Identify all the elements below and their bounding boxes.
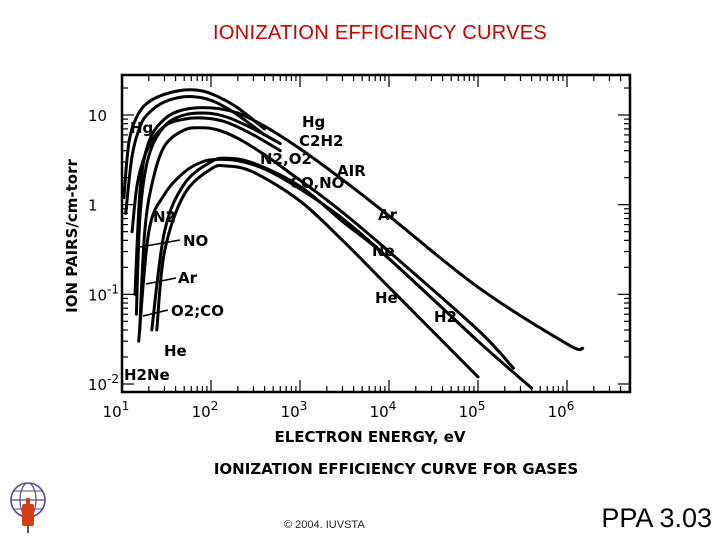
curve-co-no bbox=[130, 116, 282, 234]
x-tick-label: 106 bbox=[548, 399, 575, 421]
curve-h2 bbox=[137, 157, 480, 343]
y-axis-label: ION PAIRS/cm-torr bbox=[63, 159, 81, 313]
curve-he bbox=[155, 163, 480, 379]
annotation-n2: N2 bbox=[153, 208, 176, 226]
y-tick-label: 10-2 bbox=[88, 372, 119, 394]
plot-frame bbox=[120, 73, 632, 394]
slide-title: IONIZATION EFFICIENCY CURVES bbox=[213, 22, 547, 44]
copyright-text: © 2004. IUVSTA bbox=[284, 519, 365, 531]
x-tick-label: 103 bbox=[281, 399, 308, 421]
annotation-he: He bbox=[164, 342, 187, 360]
annotation-o2-co: O2;CO bbox=[171, 302, 224, 320]
curve-n2-o2 bbox=[134, 111, 282, 316]
x-axis-label: ELECTRON ENERGY, eV bbox=[274, 428, 465, 446]
x-tick-label: 105 bbox=[459, 399, 486, 421]
annotation-he: He bbox=[375, 289, 398, 307]
curve-c2h2 bbox=[124, 94, 267, 215]
annotation-ar: Ar bbox=[378, 206, 398, 224]
annotation-no: NO bbox=[183, 232, 208, 250]
y-tick-label: 1 bbox=[88, 197, 98, 215]
annotation-leader bbox=[142, 309, 169, 317]
x-tick-label: 101 bbox=[103, 399, 130, 421]
curve-hg bbox=[122, 88, 267, 200]
chart-title: IONIZATION EFFICIENCY CURVE FOR GASES bbox=[214, 460, 578, 478]
curves bbox=[122, 88, 585, 390]
annotation-ne: Ne bbox=[372, 242, 395, 260]
curve-air bbox=[133, 106, 585, 352]
y-tick-label: 10-1 bbox=[88, 282, 119, 304]
slide-code: PPA 3.03 bbox=[601, 503, 712, 533]
annotation-c2h2: C2H2 bbox=[299, 132, 343, 150]
annotation-co-no: CO,NO bbox=[290, 174, 344, 192]
annotation-leader bbox=[145, 277, 177, 285]
iuvsta-logo-icon bbox=[10, 482, 46, 533]
y-tick-label: 10 bbox=[88, 107, 107, 125]
annotation-leader bbox=[139, 239, 181, 248]
annotation-hg: Hg bbox=[130, 119, 153, 137]
curve-ar bbox=[138, 126, 515, 370]
annotation-h2: H2 bbox=[434, 308, 457, 326]
annotation-h2ne: H2Ne bbox=[124, 366, 170, 384]
x-tick-label: 104 bbox=[370, 399, 397, 421]
curve-ne bbox=[150, 156, 534, 390]
annotation-ar: Ar bbox=[178, 269, 198, 287]
annotation-n2-o2: N2,O2 bbox=[260, 150, 312, 168]
x-tick-label: 102 bbox=[192, 399, 219, 421]
curve-annotations: Hg HgC2H2N2,O2AIRCO,NOArNeHeH2N2NOArO2;CO… bbox=[124, 113, 457, 384]
annotation-hg: Hg bbox=[302, 113, 325, 131]
annotation-air: AIR bbox=[337, 162, 366, 180]
